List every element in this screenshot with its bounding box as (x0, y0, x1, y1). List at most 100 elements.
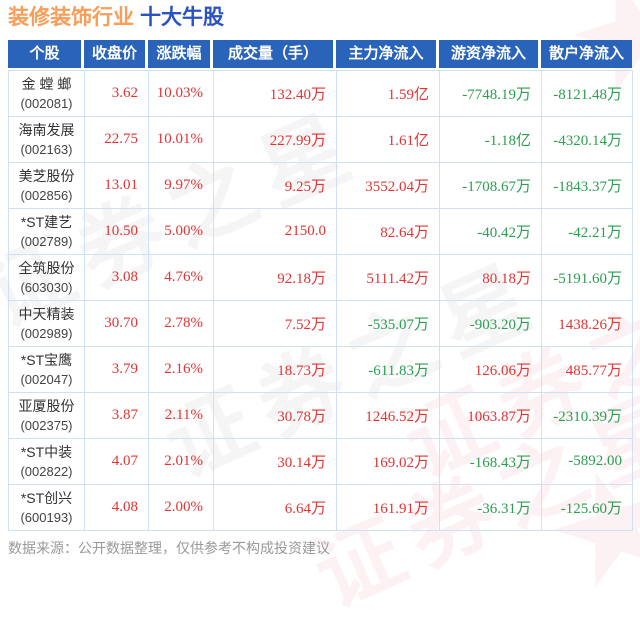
volume-cell: 6.64万 (213, 484, 337, 531)
title-suffix: 十大牛股 (140, 6, 224, 29)
close-price-cell: 13.01 (84, 162, 149, 209)
volume-cell: 132.40万 (213, 70, 337, 117)
hot-money-inflow-cell: -36.31万 (439, 484, 542, 531)
table-row: *ST建艺 (002789) 10.50 5.00% 2150.0 82.64万 -40.4… (8, 208, 633, 255)
column-header: 涨跌幅 (148, 40, 213, 68)
stock-name-cell: 美芝股份 (002856) (8, 162, 85, 209)
stock-name: 金 螳 螂 (21, 75, 72, 92)
table-row: 美芝股份 (002856) 13.01 9.97% 9.25万 3552.04万 -1708… (8, 162, 633, 209)
stock-name-cell: 金 螳 螂 (002081) (8, 70, 85, 117)
main-inflow-cell: 161.91万 (336, 484, 440, 531)
stock-table-header: 个股 收盘价 涨跌幅 成交量（手） 主力净流入 游资净流入 散户净流入 (8, 40, 632, 68)
change-pct-cell: 10.03% (148, 70, 214, 117)
stock-code: (002989) (20, 325, 73, 341)
stock-name: *ST建艺 (20, 213, 73, 230)
change-pct-cell: 5.00% (148, 208, 214, 255)
stock-name: 海南发展 (18, 121, 75, 138)
close-price-cell: 4.08 (84, 484, 149, 531)
stock-code: (002163) (20, 141, 73, 157)
retail-inflow-cell: -1843.37万 (541, 162, 633, 209)
column-header: 收盘价 (84, 40, 148, 68)
stock-name: 亚厦股份 (18, 397, 75, 414)
hot-money-inflow-cell: -1.18亿 (439, 116, 542, 163)
main-inflow-cell: 169.02万 (336, 438, 440, 485)
stock-name: *ST中装 (20, 443, 73, 460)
table-row: *ST宝鹰 (002047) 3.79 2.16% 18.73万 -611.83万 126.… (8, 346, 633, 393)
stock-name: *ST宝鹰 (20, 351, 73, 368)
stock-name-cell: *ST宝鹰 (002047) (8, 346, 85, 393)
close-price-cell: 22.75 (84, 116, 149, 163)
close-price-cell: 4.07 (84, 438, 149, 485)
change-pct-cell: 4.76% (148, 254, 214, 301)
stock-name: 美芝股份 (18, 167, 75, 184)
stock-code: (600193) (20, 509, 73, 525)
stock-name-cell: 海南发展 (002163) (8, 116, 85, 163)
hot-money-inflow-cell: -40.42万 (439, 208, 542, 255)
change-pct-cell: 10.01% (148, 116, 214, 163)
volume-cell: 7.52万 (213, 300, 337, 347)
stock-name-cell: 亚厦股份 (002375) (8, 392, 85, 439)
volume-cell: 30.78万 (213, 392, 337, 439)
change-pct-cell: 2.01% (148, 438, 214, 485)
volume-cell: 227.99万 (213, 116, 337, 163)
volume-cell: 30.14万 (213, 438, 337, 485)
volume-cell: 9.25万 (213, 162, 337, 209)
column-header: 主力净流入 (336, 40, 439, 68)
table-row: *ST中装 (002822) 4.07 2.01% 30.14万 169.02万 -168.… (8, 438, 633, 485)
retail-inflow-cell: 485.77万 (541, 346, 633, 393)
column-header: 游资净流入 (439, 40, 541, 68)
column-header: 个股 (8, 40, 84, 68)
stock-code: (002047) (20, 371, 73, 387)
close-price-cell: 3.87 (84, 392, 149, 439)
close-price-cell: 10.50 (84, 208, 149, 255)
page-title: 装修装饰行业 十大牛股 (0, 0, 640, 40)
table-row: 中天精装 (002989) 30.70 2.78% 7.52万 -535.07万 -903.… (8, 300, 633, 347)
retail-inflow-cell: -5191.60万 (541, 254, 633, 301)
change-pct-cell: 2.16% (148, 346, 214, 393)
retail-inflow-cell: -4320.14万 (541, 116, 633, 163)
stock-name-cell: *ST建艺 (002789) (8, 208, 85, 255)
table-row: 亚厦股份 (002375) 3.87 2.11% 30.78万 1246.52万 1063.… (8, 392, 633, 439)
stock-name: *ST创兴 (20, 489, 73, 506)
main-inflow-cell: 1.59亿 (336, 70, 440, 117)
stock-code: (002856) (20, 187, 73, 203)
change-pct-cell: 2.00% (148, 484, 214, 531)
column-header: 散户净流入 (541, 40, 632, 68)
main-inflow-cell: -535.07万 (336, 300, 440, 347)
main-inflow-cell: 3552.04万 (336, 162, 440, 209)
retail-inflow-cell: -8121.48万 (541, 70, 633, 117)
hot-money-inflow-cell: -7748.19万 (439, 70, 542, 117)
stock-name: 中天精装 (18, 305, 75, 322)
hot-money-inflow-cell: -1708.67万 (439, 162, 542, 209)
close-price-cell: 30.70 (84, 300, 149, 347)
hot-money-inflow-cell: 1063.87万 (439, 392, 542, 439)
stock-table: 个股 收盘价 涨跌幅 成交量（手） 主力净流入 游资净流入 散户净流入 金 螳 螂 (0020… (8, 40, 633, 531)
data-source-note: 数据来源：公开数据整理，仅供参考不构成投资建议 (8, 540, 330, 556)
stock-name-cell: 全筑股份 (603030) (8, 254, 85, 301)
retail-inflow-cell: 1438.26万 (541, 300, 633, 347)
hot-money-inflow-cell: -903.20万 (439, 300, 542, 347)
table-row: 金 螳 螂 (002081) 3.62 10.03% 132.40万 1.59亿 -7748… (8, 70, 633, 117)
hot-money-inflow-cell: -168.43万 (439, 438, 542, 485)
stock-name-cell: *ST中装 (002822) (8, 438, 85, 485)
stock-code: (002822) (20, 463, 73, 479)
main-inflow-cell: 5111.42万 (336, 254, 440, 301)
main-inflow-cell: -611.83万 (336, 346, 440, 393)
volume-cell: 2150.0 (213, 208, 337, 255)
stock-code: (002375) (20, 417, 73, 433)
stock-code: (002081) (20, 95, 73, 111)
close-price-cell: 3.08 (84, 254, 149, 301)
stock-name-cell: *ST创兴 (600193) (8, 484, 85, 531)
stock-name: 全筑股份 (18, 259, 75, 276)
stock-code: (603030) (20, 279, 73, 295)
retail-inflow-cell: -5892.00 (541, 438, 633, 485)
column-header: 成交量（手） (213, 40, 336, 68)
retail-inflow-cell: -125.60万 (541, 484, 633, 531)
close-price-cell: 3.79 (84, 346, 149, 393)
table-row: 海南发展 (002163) 22.75 10.01% 227.99万 1.61亿 -1.18… (8, 116, 633, 163)
main-inflow-cell: 1.61亿 (336, 116, 440, 163)
volume-cell: 92.18万 (213, 254, 337, 301)
title-industry: 装修装饰行业 (8, 6, 134, 29)
stock-table-body: 金 螳 螂 (002081) 3.62 10.03% 132.40万 1.59亿 -7748… (8, 70, 633, 531)
volume-cell: 18.73万 (213, 346, 337, 393)
